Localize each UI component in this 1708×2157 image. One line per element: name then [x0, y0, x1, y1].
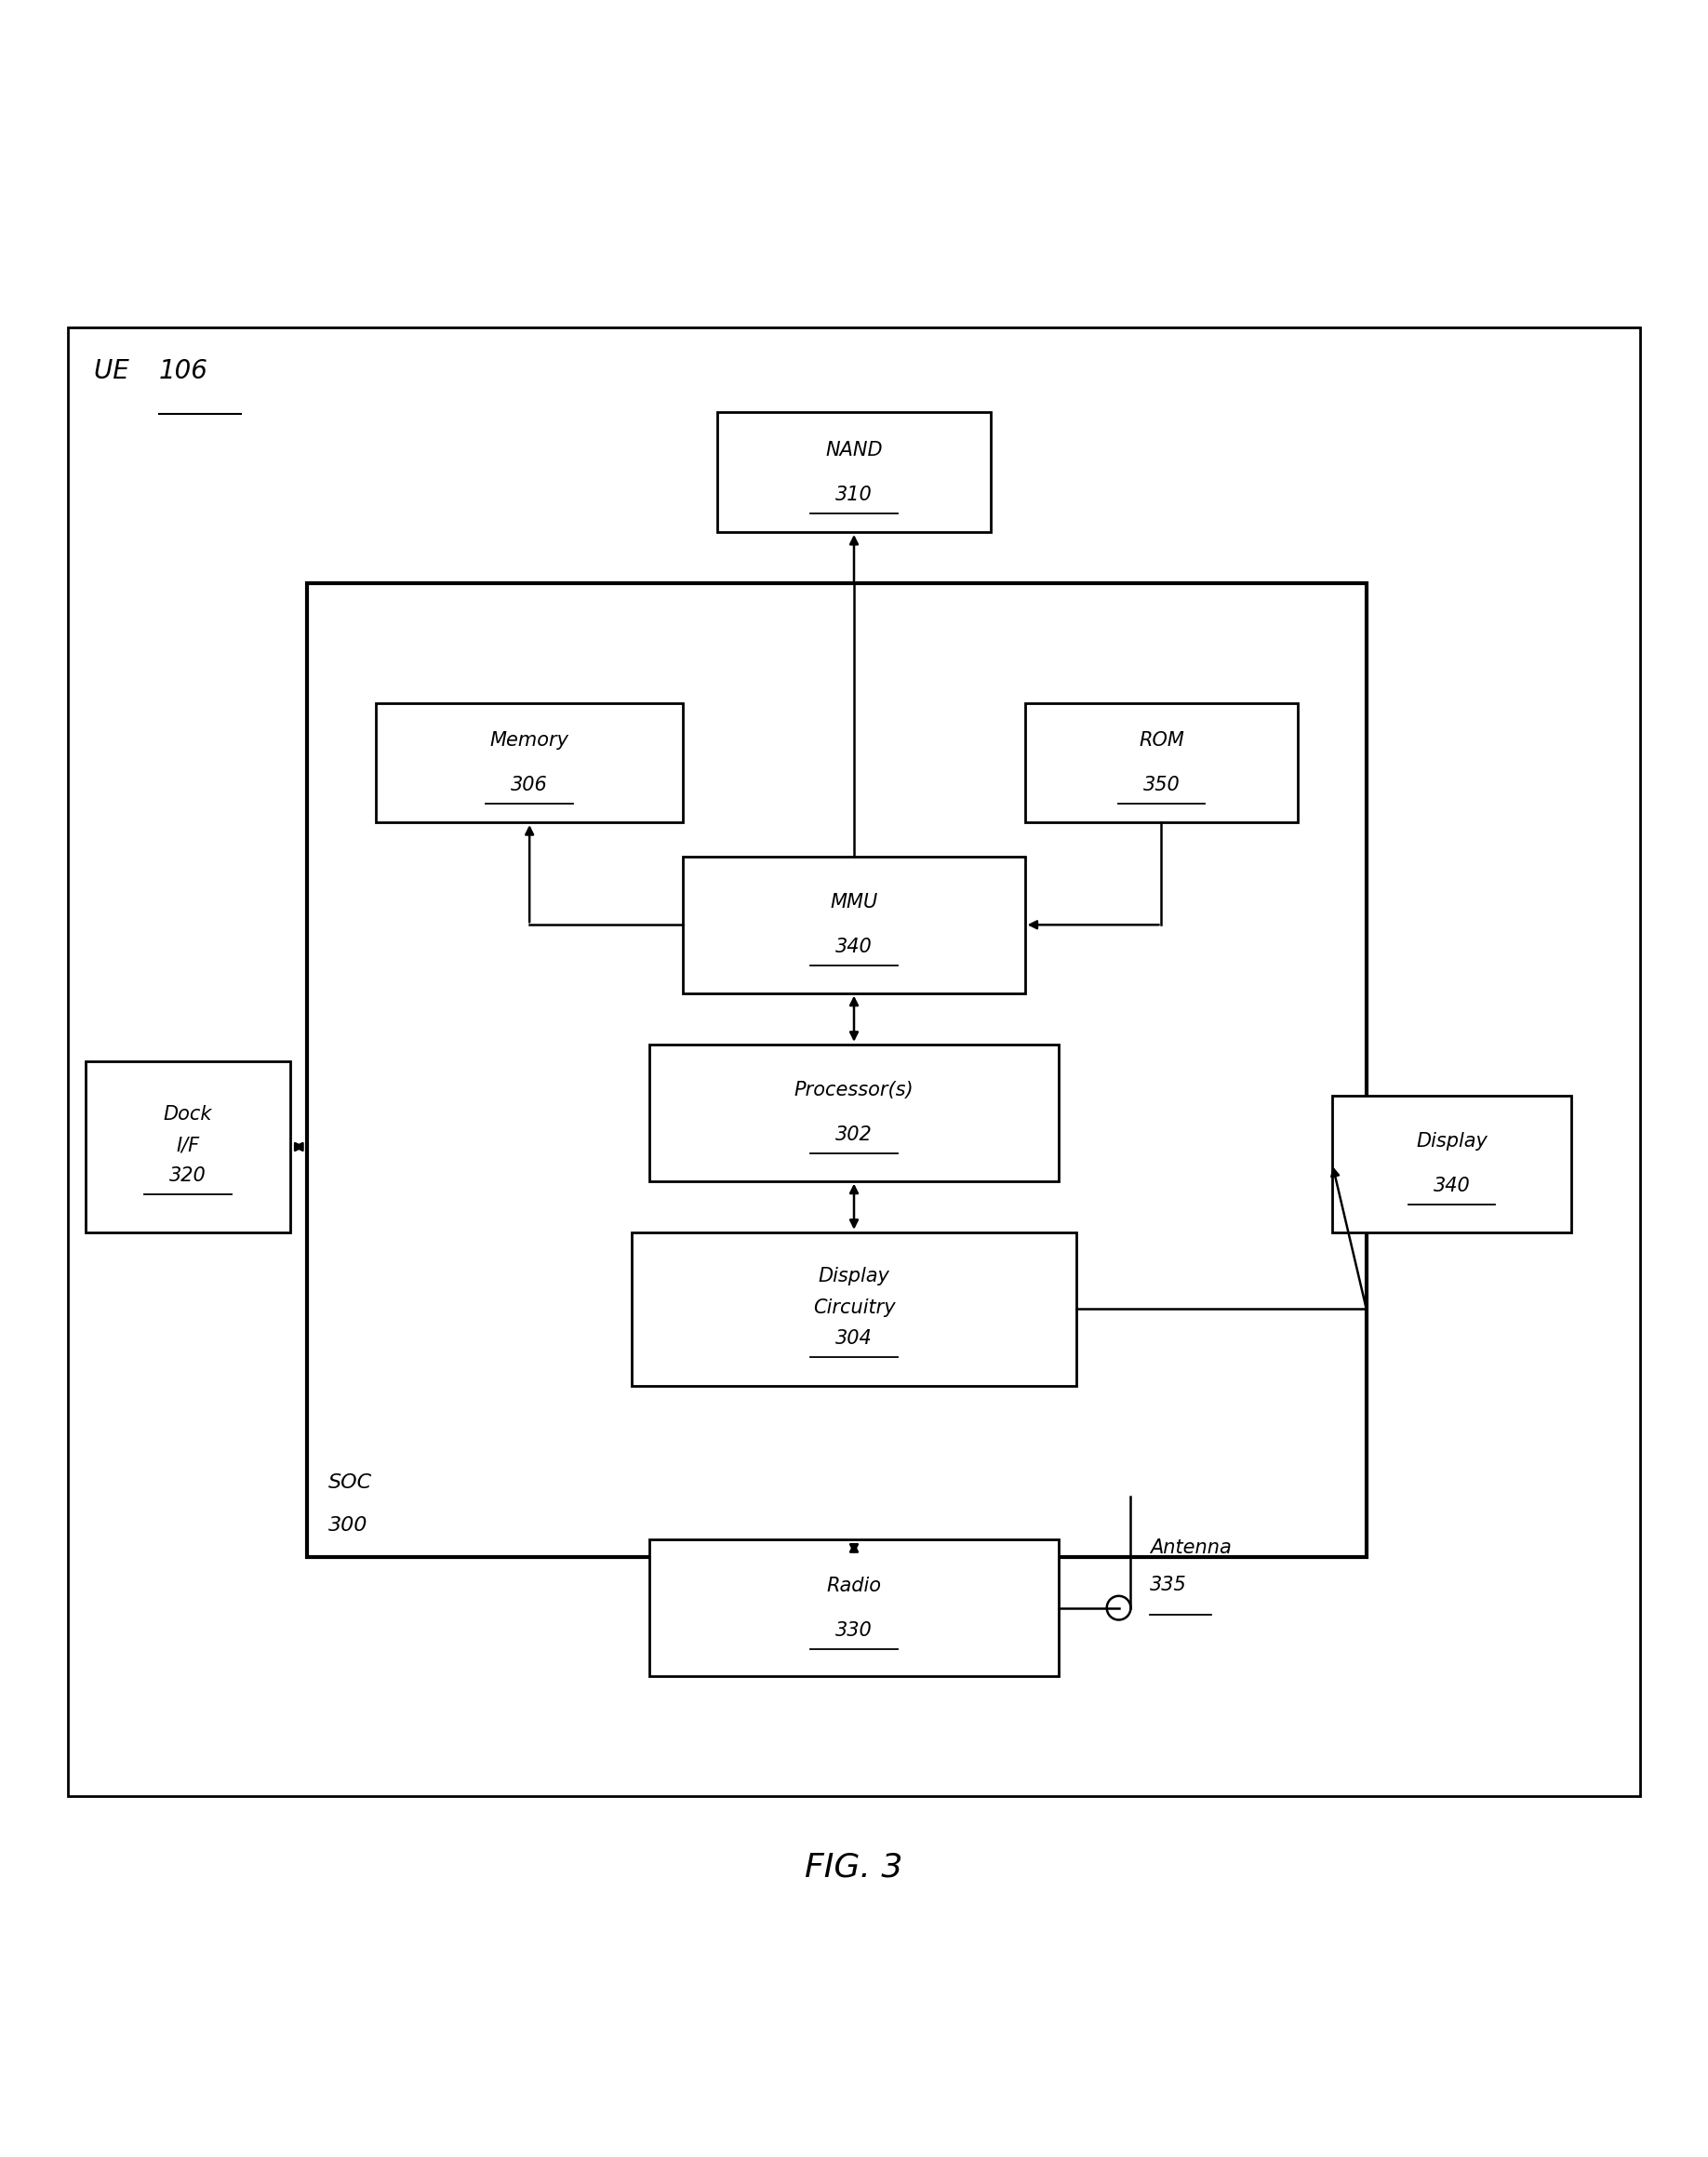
FancyBboxPatch shape [68, 328, 1640, 1797]
Text: 335: 335 [1149, 1575, 1187, 1594]
Text: 310: 310 [835, 485, 873, 505]
FancyBboxPatch shape [717, 412, 991, 533]
Text: ROM: ROM [1139, 731, 1184, 751]
FancyBboxPatch shape [683, 856, 1025, 992]
Text: I/F: I/F [176, 1137, 200, 1154]
Text: FIG. 3: FIG. 3 [804, 1851, 904, 1883]
Text: 302: 302 [835, 1126, 873, 1143]
Text: Memory: Memory [490, 731, 569, 751]
Text: 330: 330 [835, 1620, 873, 1639]
FancyBboxPatch shape [85, 1061, 290, 1232]
Text: 340: 340 [1433, 1178, 1471, 1195]
Text: NAND: NAND [825, 440, 883, 459]
FancyBboxPatch shape [632, 1232, 1076, 1387]
Text: SOC: SOC [328, 1473, 372, 1493]
Text: Circuitry: Circuitry [813, 1299, 895, 1316]
FancyBboxPatch shape [376, 703, 683, 822]
Text: 304: 304 [835, 1329, 873, 1348]
Text: Radio: Radio [827, 1577, 881, 1594]
Text: Antenna: Antenna [1149, 1538, 1231, 1557]
Text: 320: 320 [169, 1167, 207, 1184]
Text: 300: 300 [328, 1516, 367, 1534]
FancyBboxPatch shape [307, 582, 1366, 1557]
Text: 106: 106 [159, 358, 208, 384]
FancyBboxPatch shape [1025, 703, 1298, 822]
Text: 340: 340 [835, 938, 873, 956]
FancyBboxPatch shape [1332, 1096, 1571, 1232]
Text: MMU: MMU [830, 893, 878, 912]
Text: Display: Display [1416, 1132, 1488, 1152]
FancyBboxPatch shape [649, 1540, 1059, 1676]
Text: 350: 350 [1143, 777, 1180, 794]
Text: UE: UE [94, 358, 137, 384]
Text: Display: Display [818, 1268, 890, 1286]
Text: Processor(s): Processor(s) [794, 1081, 914, 1100]
Text: Dock: Dock [164, 1104, 212, 1124]
FancyBboxPatch shape [649, 1044, 1059, 1182]
Text: 306: 306 [511, 777, 548, 794]
